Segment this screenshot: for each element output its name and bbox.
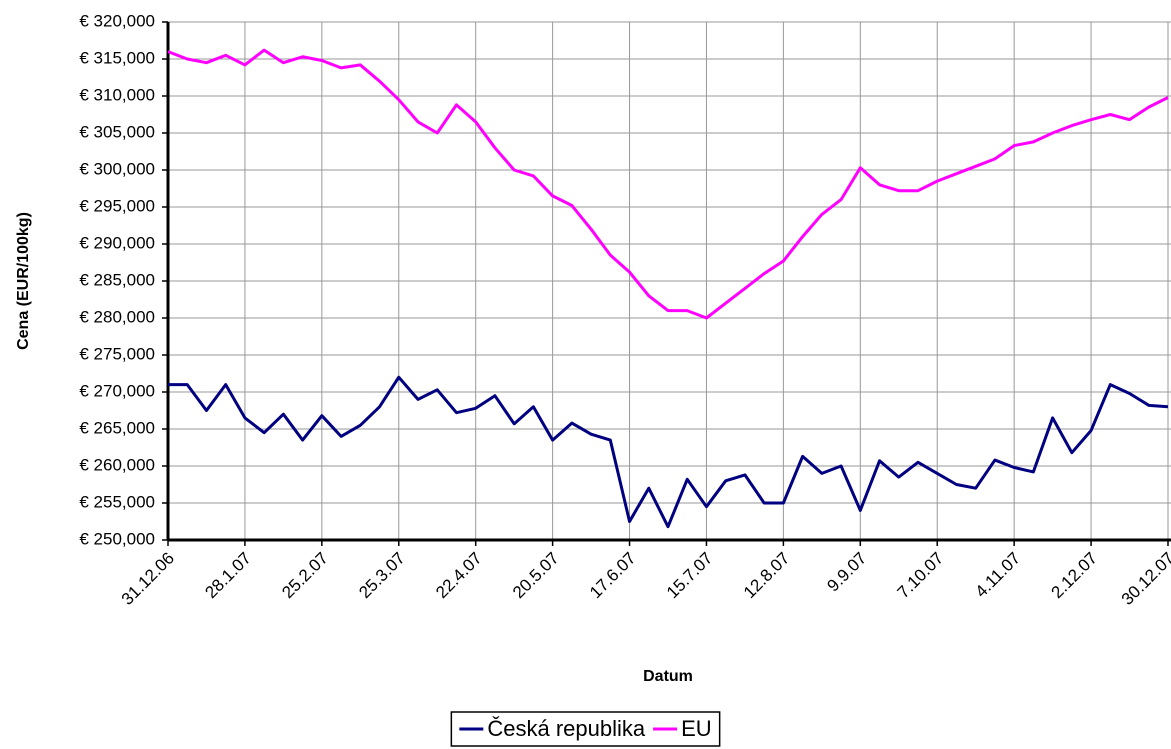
x-tick-label: 25.2.07 [278,549,332,603]
y-tick-label: € 260,000 [79,455,155,474]
x-tick-label: 15.7.07 [663,549,717,603]
y-tick-label: € 290,000 [79,233,155,252]
x-tick-label: 30.12.07 [1118,549,1171,609]
x-tick-label: 31.12.06 [118,549,178,609]
series-line [168,375,1169,529]
y-tick-label: € 255,000 [79,492,155,511]
x-tick-label: 12.8.07 [740,549,794,603]
y-tick-label: € 285,000 [79,270,155,289]
x-tick-label: 2.12.07 [1048,549,1102,603]
x-tick-label: 28.1.07 [201,549,255,603]
y-tick-label: € 305,000 [79,122,155,141]
x-tick-label: 20.5.07 [509,549,563,603]
y-tick-label: € 295,000 [79,196,155,215]
y-tick-label: € 270,000 [79,381,155,400]
x-tick-label: 4.11.07 [971,549,1024,602]
legend: Česká republika EU [450,711,721,747]
x-axis-label: Datum [643,668,693,685]
y-tick-label: € 310,000 [79,85,155,104]
x-tick-label: 25.3.07 [355,549,409,603]
y-axis-label: Cena (EUR/100kg) [15,212,32,350]
x-tick-label: 17.6.07 [586,549,640,603]
legend-label: EU [681,716,712,741]
y-tick-label: € 320,000 [79,11,155,30]
y-tick-label: € 315,000 [79,48,155,67]
x-tick-label: 7.10.07 [894,549,948,603]
legend-label: Česká republika [487,716,646,741]
y-tick-label: € 265,000 [79,418,155,437]
y-tick-label: € 280,000 [79,307,155,326]
y-tick-label: € 300,000 [79,159,155,178]
series-line [167,48,1169,320]
x-tick-label: 9.9.07 [823,549,870,596]
x-tick-label: 22.4.07 [432,549,486,603]
y-tick-label: € 275,000 [79,344,155,363]
y-tick-label: € 250,000 [79,529,155,548]
